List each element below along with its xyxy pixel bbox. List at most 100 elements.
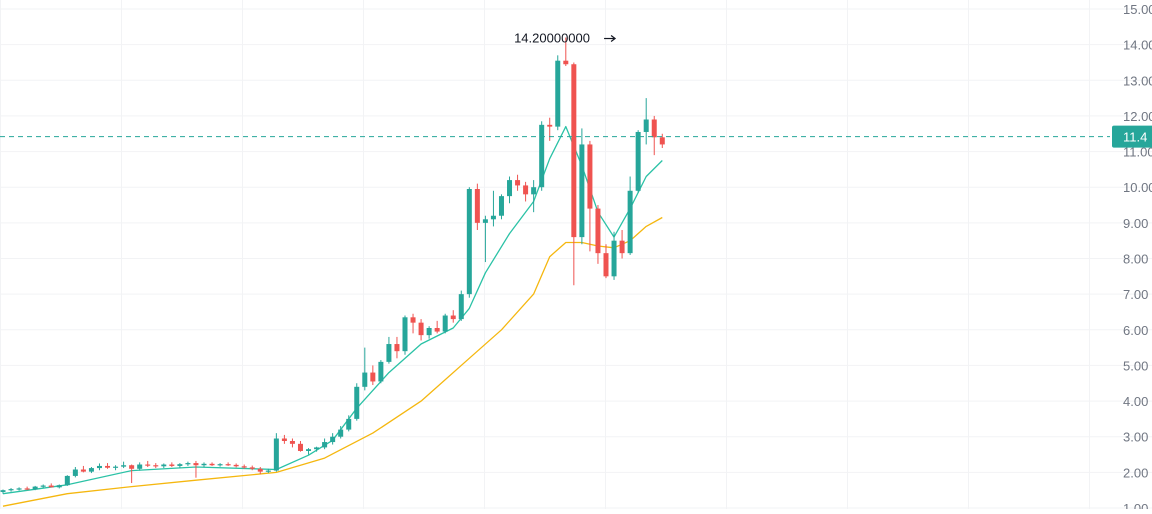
candle-body (225, 464, 231, 466)
candle (402, 315, 408, 355)
candle-body (651, 119, 657, 138)
candle (241, 464, 247, 469)
candle (225, 462, 231, 466)
candle (611, 231, 617, 280)
candle (490, 190, 496, 227)
candle-body (498, 196, 504, 216)
arrow-head-icon (610, 35, 617, 42)
candle (88, 467, 94, 474)
candle (217, 463, 223, 467)
candle-body (137, 464, 143, 469)
candle-body (402, 317, 408, 352)
candle (137, 462, 143, 471)
candle (579, 128, 585, 245)
candle-body (241, 466, 247, 468)
candle-body (64, 475, 70, 486)
candle-body (177, 464, 183, 466)
candle (161, 463, 167, 469)
candle-body (563, 60, 569, 65)
candle (177, 463, 183, 469)
candle (426, 326, 432, 339)
candle-body (265, 470, 271, 472)
y-tick-label: 9.00 (1123, 216, 1148, 231)
candle-body (571, 64, 577, 238)
candle-body (0, 490, 6, 492)
candle-body (330, 436, 336, 443)
candle-body (249, 467, 255, 469)
candle (547, 117, 553, 141)
candle-body (611, 240, 617, 277)
candle (105, 463, 111, 469)
candle (48, 483, 54, 488)
candle (273, 433, 279, 472)
candle (515, 174, 521, 191)
candle (659, 133, 665, 149)
candle-body (362, 372, 368, 387)
candle-body (394, 344, 400, 352)
candle-body (474, 188, 480, 223)
candles (0, 37, 665, 494)
candle (362, 347, 368, 391)
candle (322, 438, 328, 450)
candle-body (153, 465, 159, 467)
candle-body (289, 440, 295, 444)
candle-body (281, 438, 287, 441)
candle (281, 434, 287, 444)
candle (386, 336, 392, 364)
candle-body (169, 464, 175, 466)
moving-averages (2, 125, 663, 507)
candle-body (32, 486, 38, 490)
candle (24, 486, 30, 491)
candle-body (56, 485, 62, 488)
candle (249, 465, 255, 471)
candle (635, 130, 641, 193)
ma-slow-line (2, 216, 663, 507)
candle-body (490, 215, 496, 220)
candle-body (338, 429, 344, 437)
candle (297, 440, 303, 452)
candle-body (410, 317, 416, 323)
candle (627, 176, 633, 255)
candle (113, 465, 119, 471)
candle (507, 176, 513, 204)
candle (619, 229, 625, 259)
candle (587, 140, 593, 252)
candle-body (619, 240, 625, 254)
candle (346, 415, 352, 432)
candle (354, 383, 360, 421)
candle-body (458, 294, 464, 320)
candle (64, 475, 70, 486)
y-tick-label: 1.00 (1123, 501, 1148, 509)
candle-body (643, 119, 649, 132)
candle-body (88, 468, 94, 472)
candle (265, 468, 271, 474)
candle-body (507, 180, 513, 197)
candle-body (161, 464, 167, 467)
candle (466, 187, 472, 298)
high-annotation: 14.20000000 (514, 31, 617, 46)
y-tick-label: 5.00 (1123, 358, 1148, 373)
candle-body (595, 208, 601, 254)
candle-body (482, 219, 488, 223)
candle (32, 485, 38, 491)
candle-body (257, 468, 263, 472)
candle-body (322, 442, 328, 448)
candle-body (201, 463, 207, 466)
candle (40, 484, 46, 489)
candle (209, 462, 215, 466)
y-tick-label: 11.00 (1123, 145, 1152, 160)
candle (531, 180, 537, 213)
candle-body (523, 185, 529, 195)
candle (8, 488, 14, 492)
candle (442, 313, 448, 334)
candle (571, 62, 577, 286)
candle-body (121, 465, 127, 467)
candle-body (579, 144, 585, 238)
candle (474, 183, 480, 230)
candle-body (354, 386, 360, 419)
y-axis[interactable]: 15.00 14.00 13.00 12.00 11.00 10.00 9.00 8.00 7.… (1123, 2, 1152, 514)
y-tick-label: 4.00 (1123, 394, 1148, 409)
